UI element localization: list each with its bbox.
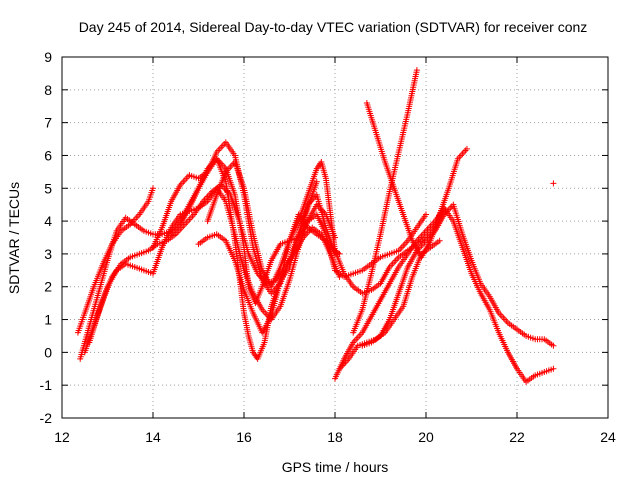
- y-tick-label: 3: [44, 246, 52, 262]
- x-axis-label: GPS time / hours: [282, 459, 389, 475]
- y-tick-label: 7: [44, 115, 52, 131]
- y-tick-label: -1: [40, 377, 53, 393]
- y-tick-label: -2: [40, 410, 53, 426]
- y-tick-label: 5: [44, 180, 52, 196]
- plot-frame: [61, 56, 609, 419]
- data-point: [463, 145, 470, 152]
- y-axis-label: SDTVAR / TECUs: [6, 182, 22, 294]
- data-point: [413, 67, 420, 74]
- data-point: [550, 342, 557, 349]
- x-tick-label: 22: [509, 429, 525, 445]
- x-tick-label: 16: [236, 429, 252, 445]
- data-point: [423, 211, 429, 218]
- x-tick-label: 18: [327, 429, 343, 445]
- y-tick-label: 0: [44, 344, 52, 360]
- chart-title: Day 245 of 2014, Sidereal Day-to-day VTE…: [79, 19, 588, 35]
- data-point: [550, 365, 557, 372]
- data-points: [74, 67, 557, 385]
- data-point: [313, 178, 320, 185]
- x-tick-label: 12: [54, 429, 70, 445]
- x-tick-label: 24: [600, 429, 616, 445]
- y-tick-label: 4: [44, 213, 52, 229]
- y-tick-label: 1: [44, 312, 52, 328]
- y-tick-label: 2: [44, 279, 52, 295]
- x-tick-label: 14: [145, 429, 161, 445]
- data-point: [550, 180, 557, 187]
- y-tick-label: 8: [44, 82, 52, 98]
- y-tick-label: 6: [44, 147, 52, 163]
- y-tick-label: 9: [44, 49, 52, 65]
- x-tick-label: 20: [418, 429, 434, 445]
- data-point: [150, 185, 156, 192]
- data-point: [436, 237, 443, 244]
